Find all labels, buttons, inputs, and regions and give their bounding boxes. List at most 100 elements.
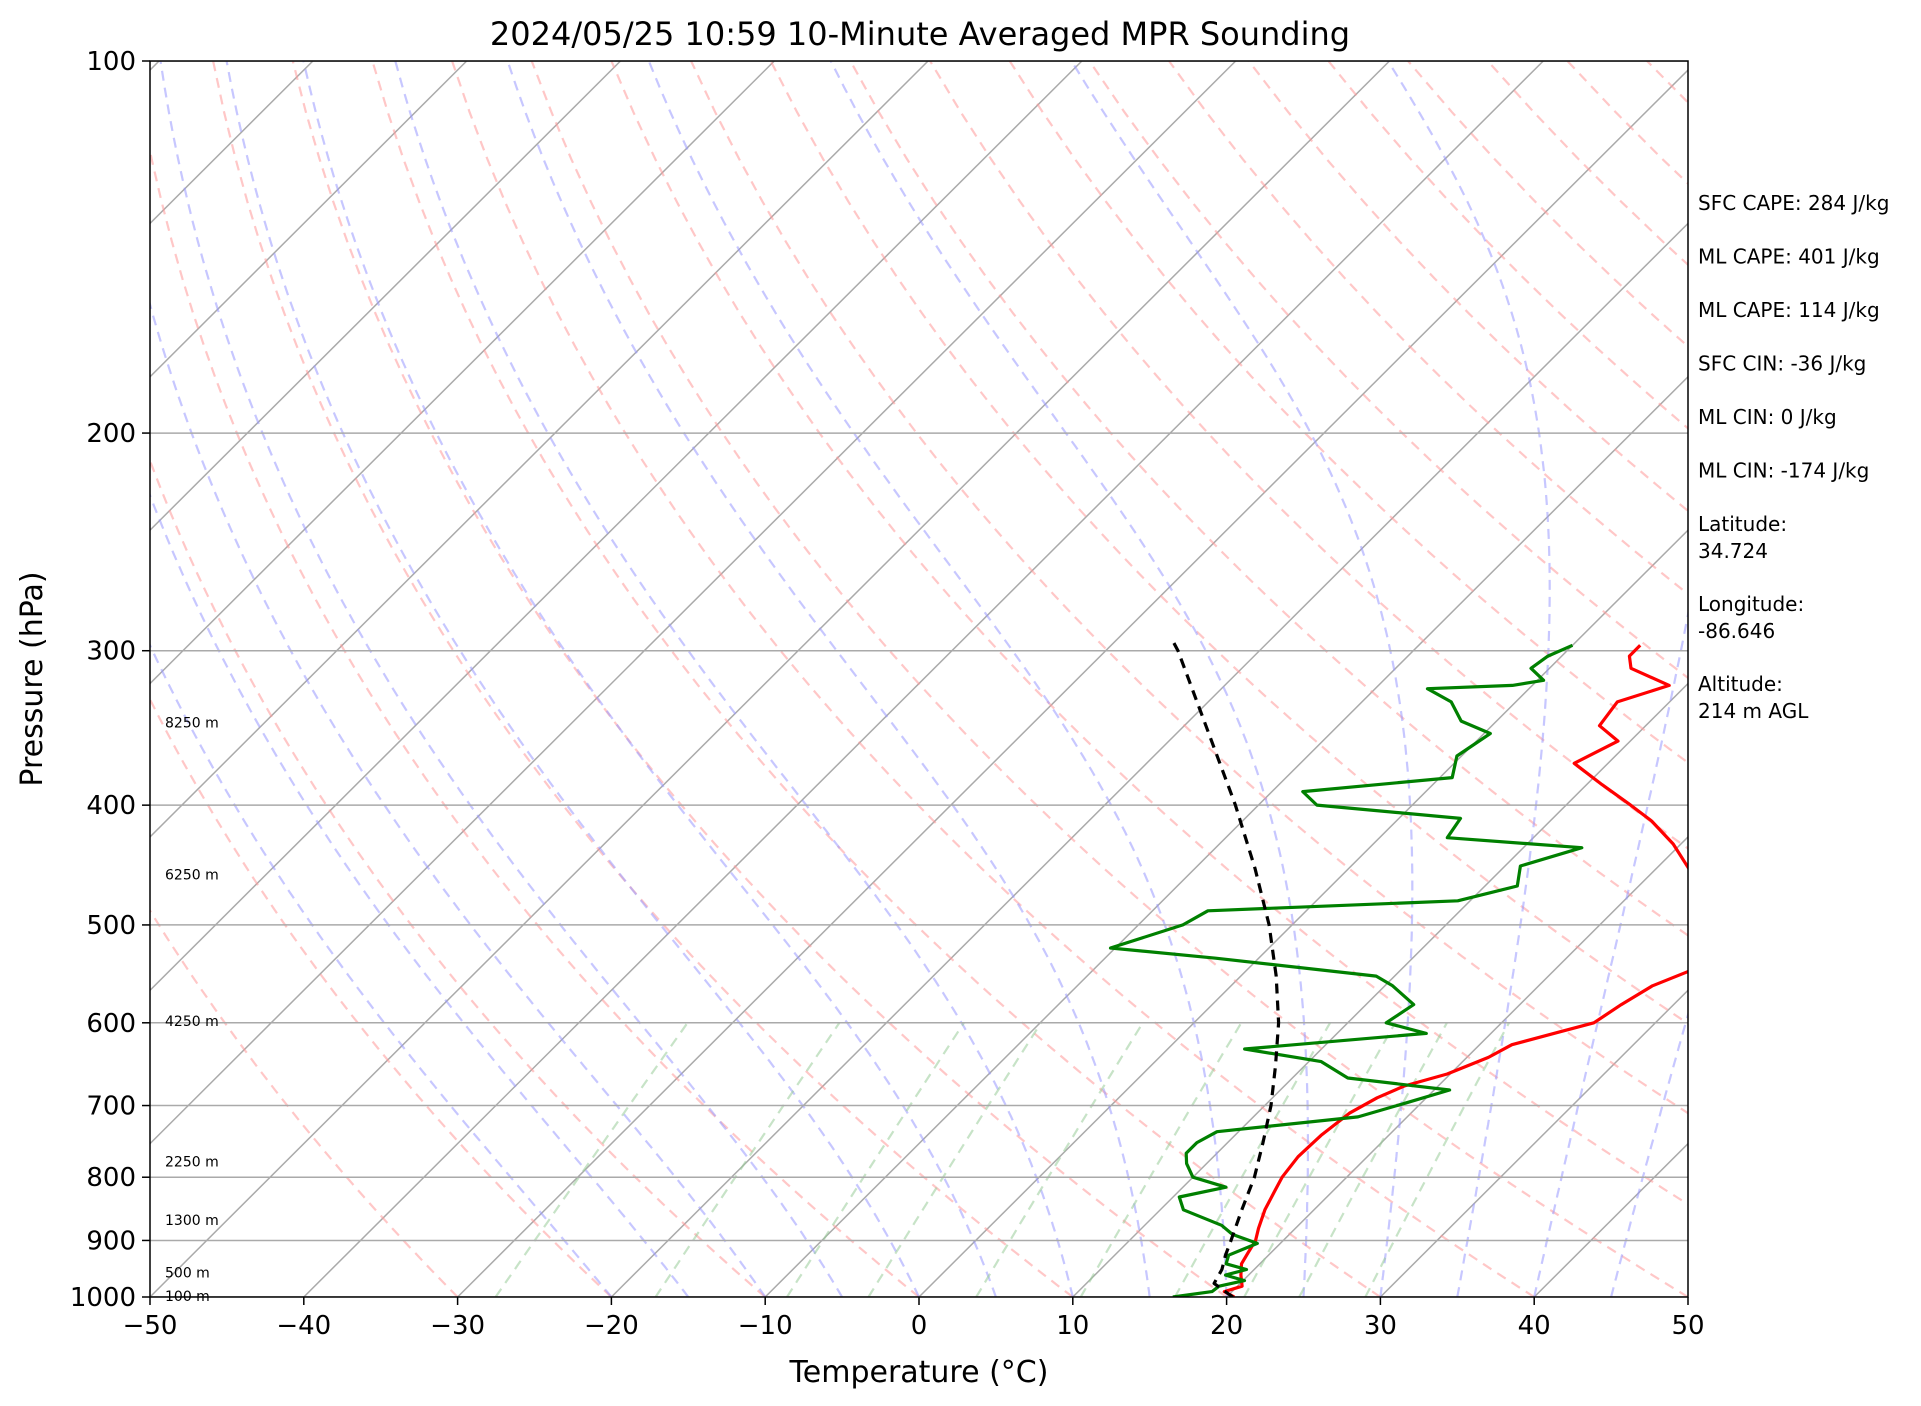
x-tick-label: −50 [123,1311,178,1341]
info-annotation-line: SFC CIN: -36 J/kg [1698,352,1866,376]
moist-adiabat-line [225,61,920,1297]
info-annotation-line: Altitude: [1698,672,1783,696]
dry-adiabat-line [150,697,613,1297]
height-label: 1300 m [165,1213,219,1229]
dry-adiabat-line [150,457,766,1297]
isotherm-line [150,61,622,532]
moist-adiabat-line [150,492,690,1297]
isotherm-line [918,529,1688,1297]
mixing-ratio-line [1364,1022,1510,1297]
info-annotation-line: ML CAPE: 114 J/kg [1698,298,1880,322]
y-axis: 100 200 300 400 500 600 700 800 900 1000 [70,47,150,1313]
parcel-line [1171,640,1281,1297]
isotherm-line [150,61,468,378]
dry-adiabat-line [451,61,1535,1297]
height-label: 4250 m [165,1014,219,1030]
moist-adiabat-line [1387,61,1551,1297]
x-axis-title: Temperature (°C) [789,1355,1049,1390]
info-annotation: Latitude: 34.724 [1698,512,1787,563]
isotherm-line [1226,835,1688,1297]
dewpoint-line [1108,643,1584,1297]
dry-adiabat-line [212,61,1074,1297]
x-tick-label: 30 [1364,1311,1397,1341]
dry-adiabat-line [690,61,1688,1115]
y-tick-label: 1000 [70,1283,136,1313]
isotherm-line [457,68,1688,1297]
x-tick-label: 0 [911,1311,928,1341]
x-tick-label: 50 [1671,1311,1704,1341]
moist-adiabat-line [1070,61,1414,1297]
height-label: 6250 m [165,867,219,883]
moist-adiabat-line [302,61,997,1297]
x-tick-label: 40 [1518,1311,1551,1341]
isotherm-line [150,61,1237,1145]
moist-adiabat-line [159,61,844,1297]
moist-adiabat-line [1610,1010,1688,1297]
moist-adiabat-line [150,300,767,1297]
y-tick-label: 800 [86,1163,136,1193]
x-axis: −50 −40 −30 −20 −10 0 10 20 30 40 50 [123,1297,1705,1341]
x-tick-label: 20 [1210,1311,1243,1341]
isotherm-line [150,61,1083,992]
dry-adiabat-line [291,61,1228,1297]
info-annotation-line: ML CAPE: 401 J/kg [1698,245,1880,269]
info-annotation-line: ML CIN: 0 J/kg [1698,405,1837,429]
moist-adiabat-line [829,61,1309,1297]
sounding-profiles [1108,640,1688,1297]
y-tick-label: 100 [86,47,136,77]
info-annotation-line: 214 m AGL [1698,699,1809,723]
dry-adiabat-line [150,145,920,1297]
info-annotation: ML CAPE: 401 J/kg [1698,245,1880,269]
x-tick-label: −40 [276,1311,331,1341]
moist-adiabat-line [150,642,613,1297]
chart-title: 2024/05/25 10:59 10-Minute Averaged MPR … [490,15,1350,53]
x-tick-label: −20 [584,1311,639,1341]
y-tick-label: 900 [86,1226,136,1256]
isotherm-line [764,375,1688,1297]
moist-adiabat-line [506,61,1151,1297]
info-annotation-line: ML CIN: -174 J/kg [1698,459,1869,483]
dry-adiabat-line [150,908,459,1297]
isotherm-line [610,222,1688,1297]
y-axis-title: Pressure (hPa) [15,571,50,786]
dry-adiabat-line [769,61,1688,1025]
isotherm-line [150,61,775,685]
y-tick-label: 300 [86,637,136,667]
isotherm-line [1379,989,1688,1297]
y-tick-label: 400 [86,791,136,821]
temperature-line [1222,644,1688,1297]
background-lines [150,61,1688,1297]
isotherm-line [150,61,929,838]
dry-adiabat-line [849,61,1688,937]
height-label: 8250 m [165,716,219,732]
x-tick-label: −30 [430,1311,485,1341]
height-label: 500 m [165,1265,210,1281]
y-tick-label: 700 [86,1092,136,1122]
info-annotation: SFC CAPE: 284 J/kg [1698,191,1889,215]
dry-adiabat-line [1008,61,1688,765]
isotherm-line [1072,682,1688,1297]
isotherm-line [303,61,1544,1297]
info-annotation-line: 34.724 [1698,539,1768,563]
dry-adiabat-line [530,61,1688,1297]
y-tick-label: 500 [86,911,136,941]
x-tick-label: 10 [1056,1311,1089,1341]
info-annotation-line: Latitude: [1698,512,1787,536]
info-annotation: SFC CIN: -36 J/kg [1698,352,1866,376]
info-annotation: ML CIN: -174 J/kg [1698,459,1869,483]
sounding-annotations: SFC CAPE: 284 J/kg ML CAPE: 401 J/kg ML CA… [1698,191,1889,723]
info-annotation: ML CAPE: 114 J/kg [1698,298,1880,322]
mixing-ratio-line [1298,1022,1448,1297]
info-annotation-line: SFC CAPE: 284 J/kg [1698,191,1889,215]
info-annotation: Altitude: 214 m AGL [1698,672,1809,723]
info-annotation: Longitude: -86.646 [1698,592,1804,643]
info-annotation: ML CIN: 0 J/kg [1698,405,1837,429]
y-tick-label: 200 [86,419,136,449]
moist-adiabat-line [1533,608,1688,1297]
isotherm-line [150,61,1391,1297]
info-annotation-line: -86.646 [1698,619,1775,643]
moist-adiabat-line [394,61,1074,1297]
